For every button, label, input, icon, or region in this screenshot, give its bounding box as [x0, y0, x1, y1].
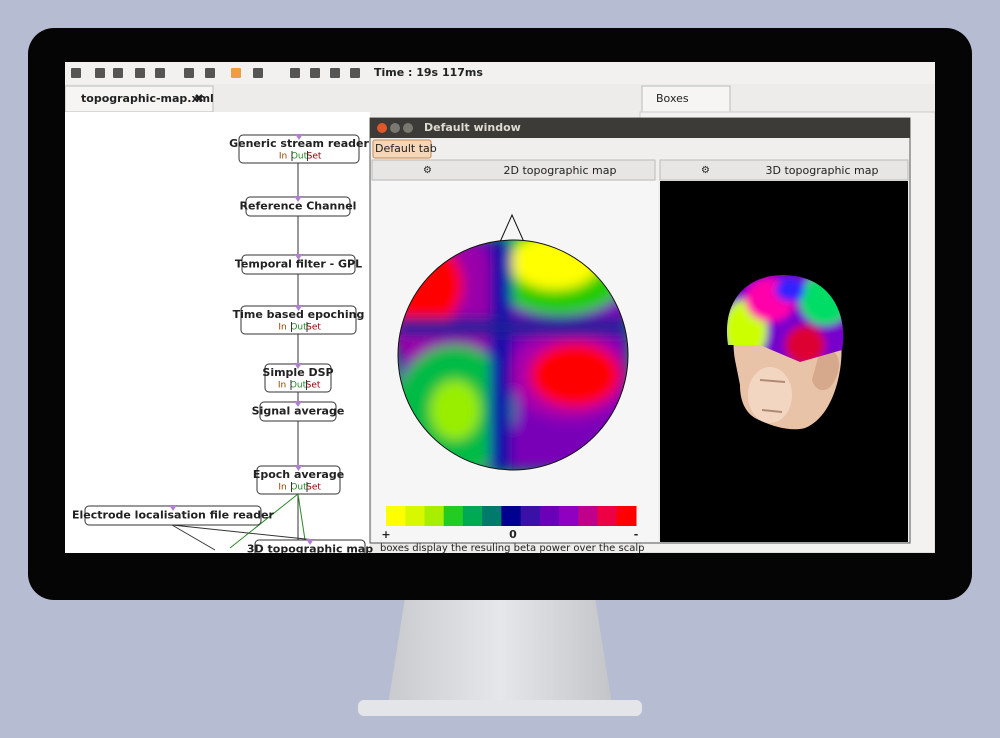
port-label: Set — [307, 152, 322, 162]
colorbar-cell — [539, 506, 560, 526]
toolbar-icon[interactable] — [155, 68, 165, 78]
topomap — [398, 240, 628, 470]
close-icon[interactable]: ✖ — [194, 92, 204, 106]
input-port — [294, 401, 302, 407]
input-port — [294, 196, 302, 202]
boxes-tab-label[interactable]: Boxes — [656, 92, 689, 105]
toolbar-icon[interactable] — [253, 68, 263, 78]
toolbar-icon[interactable] — [135, 68, 145, 78]
input-port — [294, 305, 303, 311]
box-label[interactable]: Generic stream reader — [229, 137, 369, 150]
panel-header — [659, 159, 909, 181]
port-label: Set — [306, 323, 321, 333]
gear-icon[interactable]: ⚙ — [701, 165, 710, 176]
colorbar-label: - — [634, 528, 639, 541]
scenario-tab-label[interactable]: topographic-map.xml — [81, 92, 214, 105]
port-label: Out — [291, 152, 308, 162]
toolbar-icon[interactable] — [310, 68, 320, 78]
colorbar-label: 0 — [509, 528, 517, 541]
toolbar-icon[interactable] — [113, 68, 123, 78]
colorbar-cell — [520, 506, 541, 526]
input-port — [169, 505, 177, 511]
port-label: Out — [290, 483, 307, 493]
port-label: Out — [290, 381, 307, 391]
colorbar-cell — [501, 506, 522, 526]
colorbar-cell — [482, 506, 502, 526]
port-label: Set — [306, 483, 321, 493]
port-label: In — [278, 323, 286, 333]
link — [229, 493, 299, 549]
toolbar-icon[interactable] — [290, 68, 300, 78]
box-label[interactable]: Electrode localisation file reader — [72, 509, 275, 522]
stand-base — [358, 700, 642, 716]
input-port — [294, 254, 303, 260]
port-label: Set — [306, 381, 321, 391]
colorbar-label: + — [381, 528, 390, 541]
panel-title: 3D topographic map — [766, 164, 879, 177]
toolbar-icon[interactable] — [71, 68, 81, 78]
port-label: Out — [290, 323, 307, 333]
link — [297, 493, 306, 541]
toolbar-icon[interactable] — [350, 68, 360, 78]
panel-title: 2D topographic map — [504, 164, 617, 177]
box-label[interactable]: Reference Channel — [240, 200, 357, 213]
port-label: In — [278, 381, 286, 391]
colorbar-cell — [616, 506, 637, 526]
port-label: In — [279, 152, 287, 162]
toolbar — [65, 62, 935, 84]
box-label[interactable]: Epoch average — [253, 468, 344, 481]
box-label[interactable]: Time based epoching — [233, 308, 365, 321]
toolbar-icon[interactable] — [184, 68, 194, 78]
toolbar-icon[interactable] — [205, 68, 215, 78]
colorbar-cell — [443, 506, 464, 526]
boxes-tab[interactable] — [641, 85, 731, 113]
port-label: In — [278, 483, 286, 493]
maximize-button[interactable] — [403, 123, 413, 133]
input-port — [294, 363, 302, 369]
panel-header — [371, 159, 656, 181]
colorbar-cell — [559, 506, 579, 526]
input-port — [295, 134, 303, 140]
box-label[interactable]: Signal average — [252, 405, 345, 418]
time-label: Time : 19s 117ms — [374, 66, 483, 79]
input-port — [306, 539, 314, 545]
box-label[interactable]: Temporal filter - GPL — [235, 258, 362, 271]
comment: boxes display the resuling beta power ov… — [380, 543, 644, 554]
colorbar-cell — [424, 506, 445, 526]
link — [171, 524, 316, 541]
minimize-button[interactable] — [390, 123, 400, 133]
gear-icon[interactable]: ⚙ — [423, 165, 432, 176]
default-tab-label[interactable]: Default tab — [375, 142, 437, 155]
head-outline — [397, 239, 629, 471]
colorbar-cell — [578, 506, 599, 526]
colorbar-cell — [386, 506, 406, 526]
head-3d — [726, 274, 844, 430]
default-tab[interactable] — [372, 139, 432, 159]
toolbar-icon[interactable] — [95, 68, 105, 78]
input-port — [294, 465, 303, 471]
window-title: Default window — [424, 121, 521, 134]
close-button[interactable] — [377, 123, 387, 133]
toolbar-icon[interactable] — [330, 68, 340, 78]
window-titlebar — [370, 118, 910, 138]
colorbar-cell — [597, 506, 618, 526]
box-label[interactable]: Simple DSP — [262, 366, 333, 379]
stand — [388, 598, 612, 705]
link — [171, 524, 216, 551]
box-label[interactable]: 3D topographic map — [247, 543, 373, 556]
colorbar-cell — [405, 506, 425, 526]
colorbar-cell — [462, 506, 483, 526]
toolbar-icon[interactable] — [231, 68, 241, 78]
nose — [499, 213, 525, 243]
